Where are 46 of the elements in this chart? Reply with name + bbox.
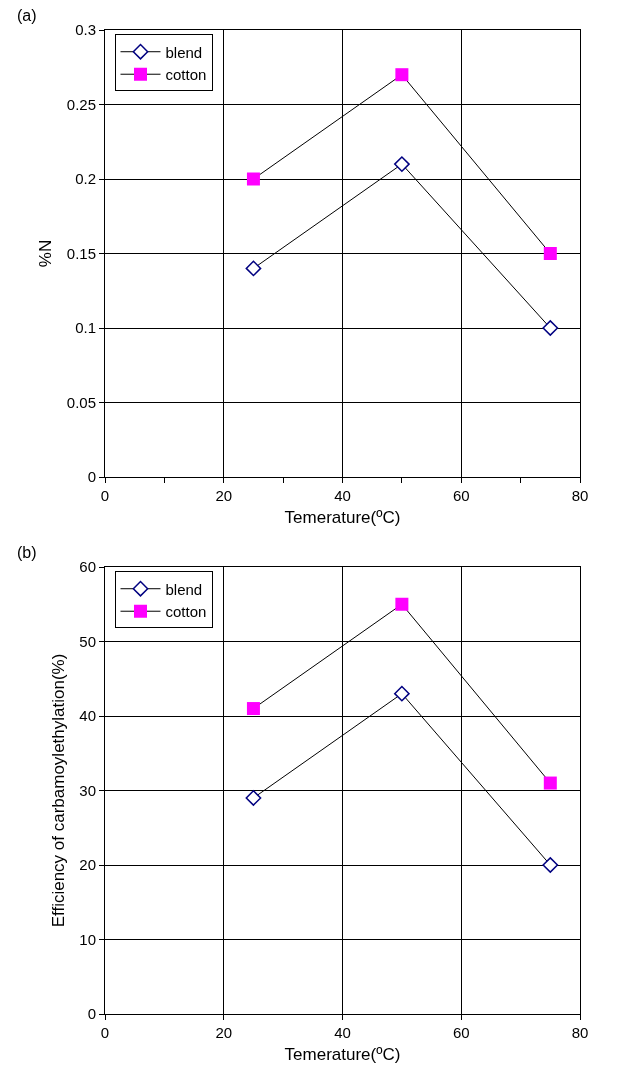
y-axis-title: %N bbox=[36, 239, 56, 268]
point bbox=[245, 790, 262, 806]
y-tick-label: 0 bbox=[87, 1005, 96, 1023]
y-tick-label: 20 bbox=[79, 856, 96, 874]
text: (a) bbox=[17, 7, 37, 24]
y-tick-label: 0.25 bbox=[66, 95, 96, 113]
x-tick-label: 40 bbox=[334, 1024, 351, 1041]
x-tick-label: 60 bbox=[452, 1024, 470, 1041]
y-tick-label: 40 bbox=[79, 707, 96, 725]
x-tick-label: 80 bbox=[571, 1024, 589, 1041]
point bbox=[246, 172, 260, 186]
y-tick-label: 0.1 bbox=[75, 319, 96, 337]
point bbox=[542, 320, 559, 336]
point bbox=[393, 156, 410, 172]
x-tick-label: 40 bbox=[334, 487, 351, 504]
x-axis-title: Temerature(ºC) bbox=[284, 508, 401, 528]
y-tick-label: 30 bbox=[79, 781, 96, 799]
legend-label: blend bbox=[165, 43, 203, 61]
x-tick-label: 60 bbox=[452, 487, 470, 504]
y-tick-label: 0.05 bbox=[66, 393, 96, 411]
x-tick-label: 0 bbox=[100, 1024, 110, 1041]
point bbox=[543, 247, 557, 260]
x-tick-label: 20 bbox=[215, 487, 233, 504]
y-tick-label: 0.15 bbox=[66, 244, 96, 262]
point bbox=[395, 68, 409, 82]
legend-label: cotton bbox=[165, 603, 207, 621]
legend-label: blend bbox=[165, 580, 203, 598]
point bbox=[245, 260, 262, 277]
y-tick-label: 60 bbox=[79, 558, 96, 576]
text: (b) bbox=[17, 544, 37, 561]
legend-label: cotton bbox=[165, 66, 207, 84]
y-tick-label: 0.3 bbox=[75, 21, 96, 39]
y-tick-label: 50 bbox=[79, 632, 96, 650]
y-tick-label: 0 bbox=[87, 468, 96, 486]
y-tick-label: 0.2 bbox=[75, 170, 96, 188]
y-axis-title: Efficiency of carbamoylethylation(%) bbox=[48, 653, 68, 928]
point bbox=[543, 776, 557, 790]
point bbox=[395, 597, 409, 611]
x-tick-label: 20 bbox=[215, 1024, 233, 1041]
x-axis-title: Temerature(ºC) bbox=[284, 1045, 401, 1065]
point bbox=[246, 702, 260, 716]
point bbox=[542, 857, 559, 873]
point bbox=[393, 685, 410, 702]
y-tick-label: 10 bbox=[79, 930, 96, 948]
x-tick-label: 80 bbox=[571, 487, 589, 504]
x-tick-label: 0 bbox=[100, 487, 110, 504]
